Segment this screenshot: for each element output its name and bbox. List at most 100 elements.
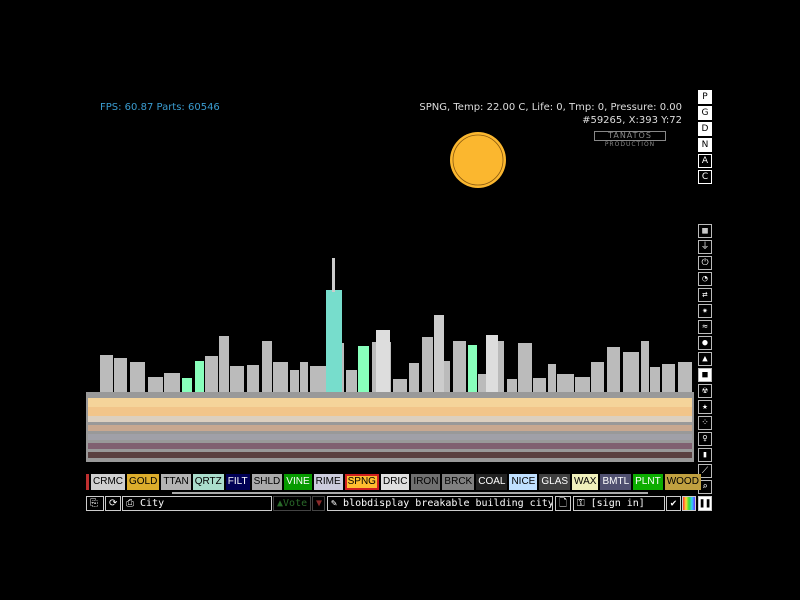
- special-category-button[interactable]: ★: [698, 400, 712, 414]
- building: [662, 364, 675, 392]
- building: [650, 367, 660, 392]
- liquid-category-button[interactable]: ●: [698, 336, 712, 350]
- element-button-dric[interactable]: DRIC: [380, 474, 410, 490]
- info-line-2: #59265, X:393 Y:72: [582, 115, 682, 126]
- radioactive-category-button[interactable]: ☢: [698, 384, 712, 398]
- terrain-layer: [88, 434, 692, 440]
- terrain-layer: [88, 425, 692, 431]
- wall-category-button[interactable]: ▦: [698, 224, 712, 238]
- element-scrollbar[interactable]: [172, 492, 648, 494]
- terrain-layer: [88, 443, 692, 449]
- sensor-icon: ◔: [702, 274, 708, 284]
- element-button-partial[interactable]: [86, 474, 89, 490]
- sun: [450, 132, 506, 188]
- electronics-category-button[interactable]: ⏚: [698, 240, 712, 254]
- open-save-button[interactable]: ⎘: [86, 496, 104, 511]
- element-button-plnt[interactable]: PLNT: [633, 474, 663, 490]
- save-name-button[interactable]: ⎙ City: [122, 496, 272, 511]
- new-simulation-button[interactable]: 🗋: [555, 496, 571, 511]
- element-button-wood[interactable]: WOOD: [664, 474, 701, 490]
- settings-button[interactable]: ✔: [666, 496, 681, 511]
- save-icon: ⎙: [126, 498, 141, 509]
- render-options-button[interactable]: [682, 496, 696, 511]
- decoration-category-button[interactable]: ⟋: [698, 464, 712, 478]
- tags-text: blobdisplay breakable building city dest…: [343, 498, 553, 509]
- element-button-vine[interactable]: VINE: [284, 474, 312, 490]
- terrain-layer: [88, 452, 692, 458]
- powered-category-button[interactable]: ⏻: [698, 256, 712, 270]
- terrain-layers: [86, 392, 694, 462]
- element-button-filt[interactable]: FILT: [225, 474, 250, 490]
- solid-icon: ■: [702, 370, 708, 380]
- element-button-wax[interactable]: WAX: [572, 474, 599, 490]
- building: [195, 361, 204, 392]
- render-button-a[interactable]: A: [698, 154, 712, 168]
- building: [591, 362, 604, 392]
- sensor-category-button[interactable]: ◔: [698, 272, 712, 286]
- element-button-crmc[interactable]: CRMC: [91, 474, 125, 490]
- building: [453, 341, 466, 392]
- vote-up-button[interactable]: ▲Vote: [273, 496, 311, 511]
- building: [205, 356, 218, 392]
- element-toolbar: CRMC GOLD TTAN QRTZ FILT SHLD VINE RIME SPNG DRIC…: [86, 474, 701, 490]
- solid-category-button[interactable]: ■: [698, 368, 712, 382]
- tower-spire: [332, 258, 335, 292]
- favorites-category-button[interactable]: ▮: [698, 448, 712, 462]
- building: [557, 374, 574, 392]
- favorites-icon: ▮: [702, 450, 708, 460]
- tag-icon: ✎: [331, 498, 344, 509]
- key-icon: ⚿: [577, 498, 591, 509]
- explosive-icon: ✷: [702, 306, 708, 316]
- render-button-d[interactable]: D: [698, 122, 712, 136]
- element-button-qrtz[interactable]: QRTZ: [192, 474, 224, 490]
- vote-down-button[interactable]: ▼: [312, 496, 325, 511]
- building: [346, 370, 357, 392]
- special-icon: ★: [702, 402, 708, 412]
- building: [641, 341, 649, 392]
- particle-info: SPNG, Temp: 22.00 C, Life: 0, Tmp: 0, Pr…: [419, 101, 682, 127]
- gas-category-button[interactable]: ≈: [698, 320, 712, 334]
- sign-in-button[interactable]: ⚿ [sign in]: [573, 496, 665, 511]
- building: [533, 378, 546, 392]
- render-button-p[interactable]: P: [698, 90, 712, 104]
- checkmark-icon: ✔: [670, 498, 677, 509]
- element-button-gold[interactable]: GOLD: [127, 474, 160, 490]
- element-button-glas[interactable]: GLAS: [539, 474, 571, 490]
- powder-category-button[interactable]: ▲: [698, 352, 712, 366]
- building: [393, 379, 407, 392]
- element-button-rime[interactable]: RIME: [313, 474, 343, 490]
- electronics-icon: ⏚: [700, 242, 710, 252]
- building: [623, 352, 639, 392]
- building: [164, 373, 180, 392]
- render-button-g[interactable]: G: [698, 106, 712, 120]
- element-button-ttan[interactable]: TTAN: [161, 474, 191, 490]
- search-icon: ⌕: [702, 482, 708, 492]
- element-button-brck[interactable]: BRCK: [442, 474, 475, 490]
- life-icon: ⁘: [701, 418, 709, 428]
- building: [358, 346, 369, 392]
- force-category-button[interactable]: ⇄: [698, 288, 712, 302]
- element-button-coal[interactable]: COAL: [476, 474, 508, 490]
- building: [310, 366, 329, 392]
- logo-title: TANATOS: [594, 131, 666, 141]
- explosive-category-button[interactable]: ✷: [698, 304, 712, 318]
- building: [247, 365, 259, 392]
- render-button-c[interactable]: C: [698, 170, 712, 184]
- tower: [326, 290, 342, 392]
- tags-button[interactable]: ✎ blobdisplay breakable building city de…: [327, 496, 553, 511]
- life-category-button[interactable]: ⁘: [698, 416, 712, 430]
- element-button-nice[interactable]: NICE: [509, 474, 538, 490]
- element-button-shld[interactable]: SHLD: [251, 474, 283, 490]
- element-button-iron[interactable]: IRON: [411, 474, 441, 490]
- building: [507, 379, 517, 392]
- element-button-bmtl[interactable]: BMTL: [600, 474, 632, 490]
- reload-button[interactable]: ⟳: [105, 496, 121, 511]
- pause-button[interactable]: ❚❚: [698, 496, 712, 511]
- building: [434, 315, 444, 392]
- tools-category-button[interactable]: ♀: [698, 432, 712, 446]
- building: [607, 347, 620, 392]
- new-document-icon: 🗋: [559, 498, 568, 509]
- element-button-spng[interactable]: SPNG: [344, 474, 379, 490]
- render-button-n[interactable]: N: [698, 138, 712, 152]
